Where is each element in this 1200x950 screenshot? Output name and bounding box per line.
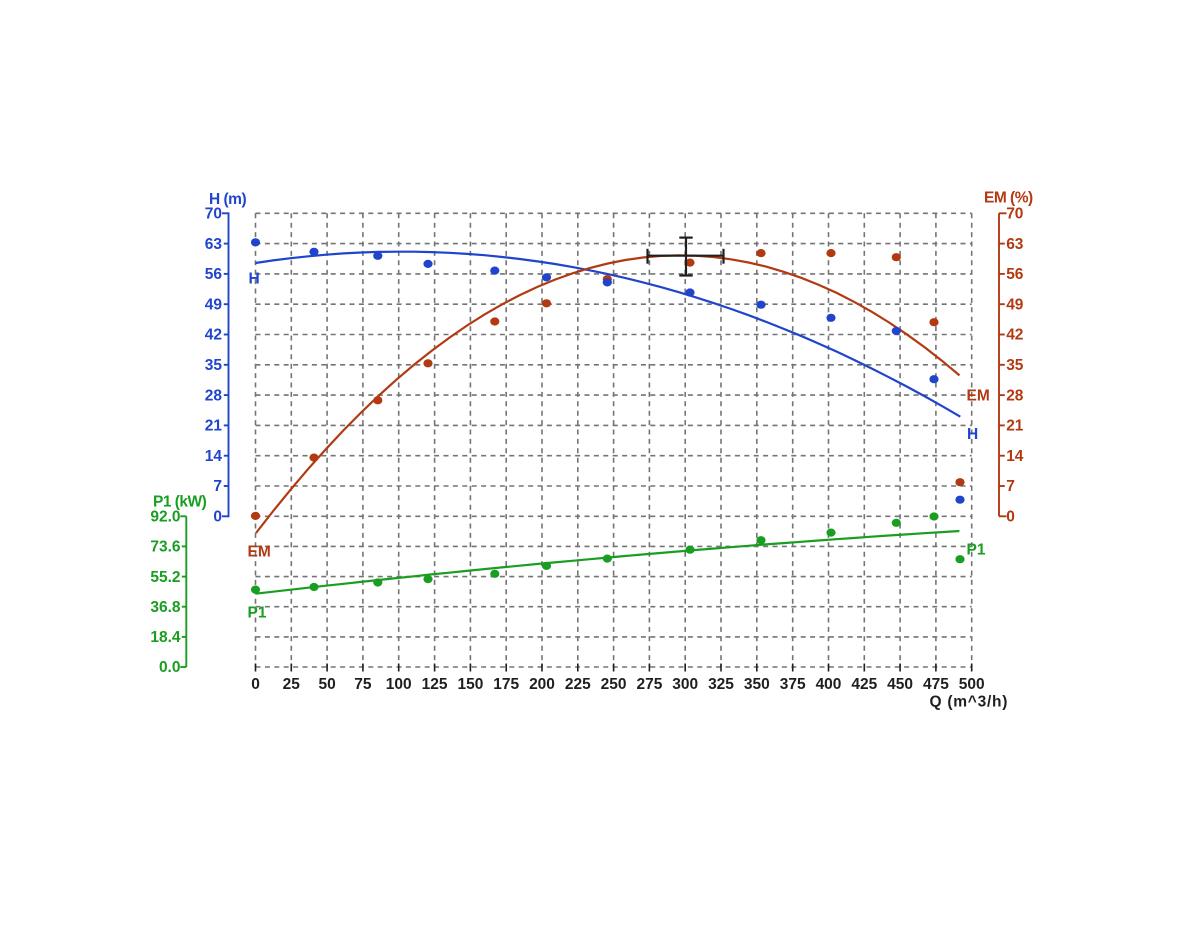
svg-text:400: 400 — [816, 676, 842, 693]
svg-text:P1: P1 — [967, 542, 986, 559]
svg-text:175: 175 — [493, 676, 519, 693]
svg-text:14: 14 — [1006, 448, 1024, 465]
svg-text:EM: EM — [967, 388, 990, 405]
svg-text:63: 63 — [1006, 236, 1024, 253]
svg-text:21: 21 — [1006, 418, 1024, 435]
svg-text:28: 28 — [1006, 387, 1024, 404]
svg-text:EM: EM — [248, 544, 271, 561]
svg-text:55.2: 55.2 — [150, 569, 180, 586]
svg-text:EM (%): EM (%) — [984, 190, 1033, 207]
svg-text:36.8: 36.8 — [150, 599, 181, 616]
svg-text:92.0: 92.0 — [150, 509, 180, 526]
svg-text:42: 42 — [1006, 327, 1023, 344]
svg-text:100: 100 — [386, 676, 412, 693]
svg-text:300: 300 — [672, 676, 698, 693]
svg-text:H (m): H (m) — [209, 191, 246, 208]
svg-text:28: 28 — [205, 387, 223, 404]
svg-text:35: 35 — [1006, 357, 1024, 374]
svg-text:0.0: 0.0 — [159, 659, 181, 676]
svg-text:225: 225 — [565, 676, 591, 693]
svg-text:325: 325 — [708, 676, 734, 693]
svg-text:35: 35 — [205, 357, 223, 374]
svg-text:56: 56 — [1006, 266, 1024, 283]
svg-text:0: 0 — [251, 676, 260, 693]
svg-text:375: 375 — [780, 676, 806, 693]
svg-text:70: 70 — [205, 206, 222, 223]
svg-text:350: 350 — [744, 676, 770, 693]
svg-text:P1: P1 — [248, 605, 267, 622]
svg-text:14: 14 — [205, 448, 223, 465]
svg-text:7: 7 — [213, 478, 222, 495]
svg-text:0: 0 — [1006, 509, 1015, 526]
svg-text:63: 63 — [205, 236, 223, 253]
svg-text:42: 42 — [205, 327, 222, 344]
svg-text:H: H — [249, 271, 260, 288]
svg-text:70: 70 — [1006, 206, 1023, 223]
svg-text:18.4: 18.4 — [150, 629, 181, 646]
svg-text:125: 125 — [422, 676, 448, 693]
svg-text:150: 150 — [457, 676, 483, 693]
svg-text:25: 25 — [283, 676, 301, 693]
svg-text:21: 21 — [205, 418, 223, 435]
svg-text:275: 275 — [636, 676, 662, 693]
svg-text:56: 56 — [205, 266, 223, 283]
svg-text:49: 49 — [205, 296, 223, 313]
svg-text:475: 475 — [923, 676, 949, 693]
svg-text:200: 200 — [529, 676, 555, 693]
svg-text:Q (m^3/h): Q (m^3/h) — [930, 694, 1009, 711]
svg-text:500: 500 — [959, 676, 985, 693]
svg-text:250: 250 — [601, 676, 627, 693]
svg-text:450: 450 — [887, 676, 913, 693]
svg-text:H: H — [967, 426, 978, 443]
svg-text:P1 (kW): P1 (kW) — [153, 494, 207, 511]
svg-text:75: 75 — [354, 676, 372, 693]
svg-text:50: 50 — [318, 676, 335, 693]
svg-text:425: 425 — [851, 676, 877, 693]
svg-text:49: 49 — [1006, 296, 1024, 313]
svg-text:0: 0 — [213, 509, 222, 526]
svg-text:7: 7 — [1006, 478, 1015, 495]
svg-text:73.6: 73.6 — [150, 539, 181, 556]
